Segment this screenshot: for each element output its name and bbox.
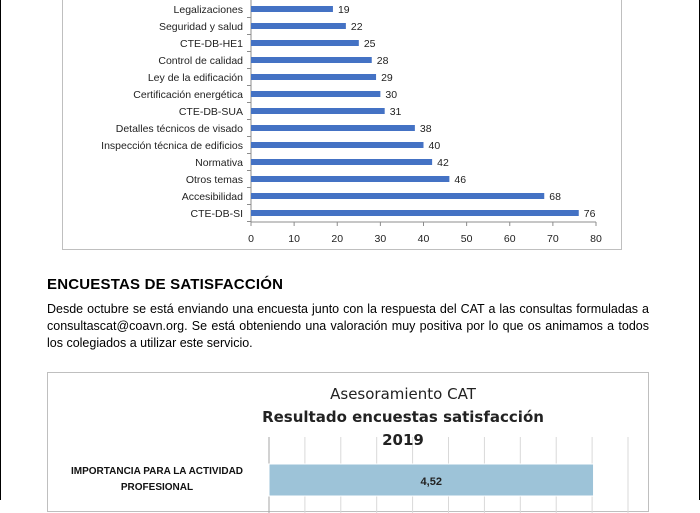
category-label-11: Accesibilidad [182, 191, 243, 203]
bar-8 [251, 142, 424, 148]
bar-2 [251, 40, 359, 46]
value-label-6: 31 [390, 106, 402, 118]
value-label-4: 29 [381, 72, 393, 84]
satisfaction-chart-title: Asesoramiento CAT Resultado encuestas sa… [248, 383, 558, 452]
value-label-9: 42 [437, 157, 449, 169]
category-label-12: CTE-DB-SI [191, 208, 244, 220]
section-paragraph: Desde octubre se está enviando una encue… [47, 302, 649, 350]
section-title: ENCUESTAS DE SATISFACCIÓN [47, 276, 284, 293]
value-label-2: 25 [364, 38, 376, 50]
bar-10 [251, 176, 450, 182]
chart-title-line2: Resultado encuestas satisfacción 2019 [262, 408, 544, 449]
consultas-chart-svg: Legalizaciones 19 Seguridad y salud 22 CTE-D… [101, 0, 602, 245]
x-tick-label-7: 70 [547, 233, 559, 245]
bar-4 [251, 74, 377, 80]
category-label-7: Detalles técnicos de visado [116, 123, 243, 135]
value-label-10: 46 [454, 174, 466, 186]
satisfaction-bar [268, 463, 595, 497]
bar-6 [251, 108, 385, 114]
x-tick-label-5: 50 [461, 233, 473, 245]
value-label-12: 76 [584, 208, 596, 220]
x-tick-label-6: 60 [504, 233, 516, 245]
category-label-4: Ley de la edificación [148, 72, 243, 84]
chart-title-line1: Asesoramiento CAT [330, 385, 476, 403]
x-tick-label-0: 0 [248, 233, 254, 245]
consultas-bar-chart: Legalizaciones 19 Seguridad y salud 22 CTE-D… [62, 0, 622, 250]
satisfaction-chart-svg: 4,52 [268, 437, 629, 513]
x-tick-label-4: 40 [418, 233, 430, 245]
category-label-9: Normativa [195, 157, 243, 169]
value-label-11: 68 [549, 191, 561, 203]
value-label-1: 22 [351, 21, 363, 33]
value-label-8: 40 [429, 140, 441, 152]
category-label-0: Legalizaciones [174, 4, 243, 16]
value-label-3: 28 [377, 55, 389, 67]
bar-11 [251, 193, 545, 199]
x-tick-label-3: 30 [375, 233, 387, 245]
x-tick-label-1: 10 [288, 233, 300, 245]
x-tick-label-8: 80 [590, 233, 602, 245]
bar-12 [251, 210, 579, 216]
category-label-1: Seguridad y salud [159, 21, 243, 33]
category-label-6: CTE-DB-SUA [179, 106, 243, 118]
category-label-8: Inspección técnica de edificios [101, 140, 243, 152]
category-label-10: Otros temas [186, 174, 243, 186]
category-label: IMPORTANCIA PARA LA ACTIVIDAD PROFESIONA… [70, 466, 244, 493]
value-label-5: 30 [385, 89, 397, 101]
category-label-3: Control de calidad [158, 55, 243, 67]
bar-1 [251, 23, 346, 29]
bar-9 [251, 159, 433, 165]
x-tick-label-2: 20 [331, 233, 343, 245]
bar-0 [251, 6, 333, 12]
bar-7 [251, 125, 415, 131]
value-label-7: 38 [420, 123, 432, 135]
value-label-0: 19 [338, 4, 350, 16]
bar-5 [251, 91, 381, 97]
page-border-left [0, 0, 1, 500]
category-label-2: CTE-DB-HE1 [180, 38, 243, 50]
satisfaction-value-label: 4,52 [421, 476, 442, 488]
bar-3 [251, 57, 372, 63]
category-label-5: Certificación energética [133, 89, 243, 101]
satisfaction-bar-chart: 4,52 Asesoramiento CAT Resultado encuest… [47, 372, 649, 513]
